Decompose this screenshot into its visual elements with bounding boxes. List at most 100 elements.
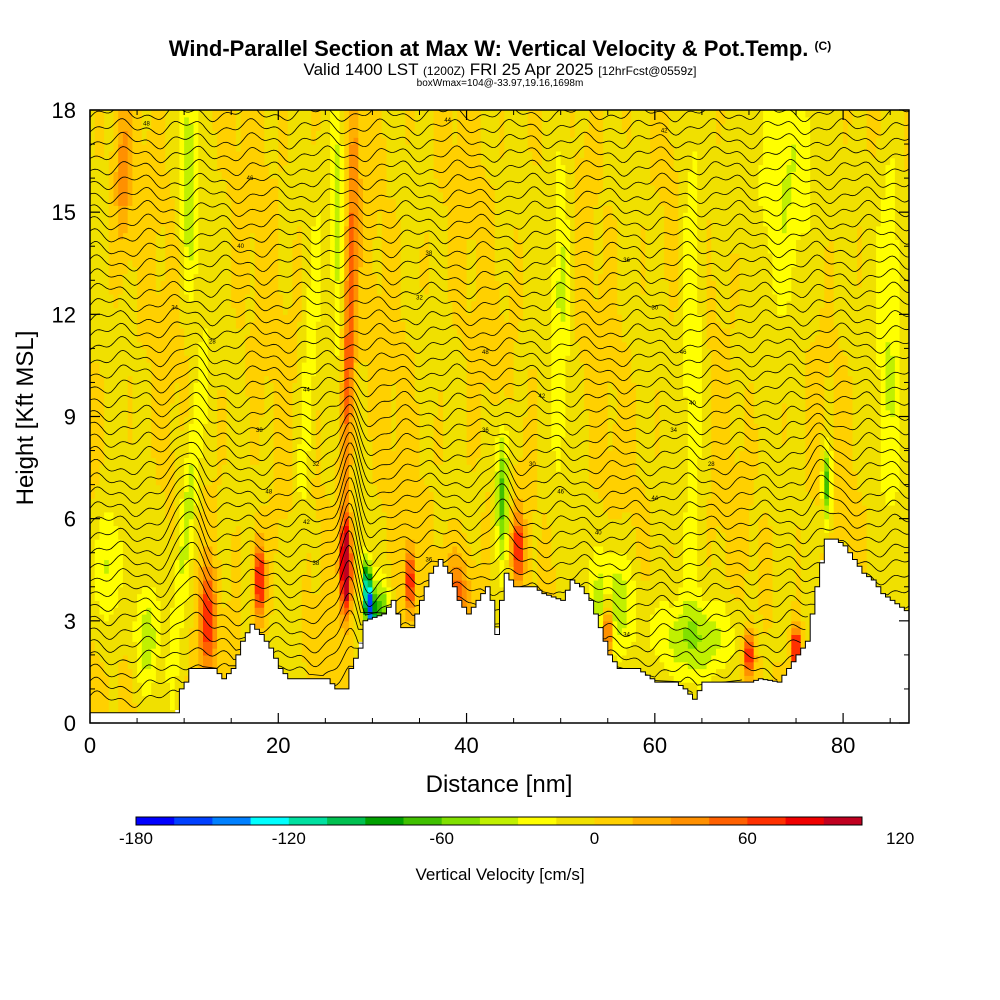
- field-cell: [188, 198, 195, 206]
- field-cell: [297, 396, 303, 404]
- field-cell: [339, 491, 345, 499]
- field-cell: [137, 600, 143, 608]
- field-cell: [141, 416, 148, 424]
- field-cell: [165, 280, 171, 288]
- field-cell: [151, 246, 157, 254]
- field-cell: [278, 443, 284, 452]
- field-cell: [188, 348, 195, 356]
- field-cell: [283, 123, 289, 131]
- field-cell: [174, 430, 180, 438]
- field-cell: [203, 232, 209, 240]
- field-cell: [231, 157, 237, 166]
- field-cell: [264, 600, 270, 608]
- field-cell: [235, 266, 242, 275]
- field-cell: [306, 518, 312, 527]
- field-cell: [122, 375, 129, 383]
- field-cell: [198, 409, 204, 418]
- field-cell: [113, 341, 119, 349]
- field-cell: [212, 116, 218, 125]
- field-cell: [264, 382, 270, 390]
- field-cell: [283, 205, 289, 213]
- field-cell: [90, 573, 96, 581]
- field-cell: [240, 484, 246, 492]
- field-cell: [250, 314, 256, 322]
- field-cell: [127, 566, 133, 574]
- field-cell: [273, 382, 279, 390]
- field-cell: [160, 511, 166, 520]
- field-cell: [301, 232, 308, 240]
- field-cell: [250, 559, 256, 567]
- field-cell: [118, 443, 124, 452]
- field-cell: [268, 253, 275, 261]
- field-cell: [353, 198, 359, 206]
- field-cell: [217, 334, 223, 343]
- field-cell: [273, 328, 279, 336]
- field-cell: [141, 539, 148, 547]
- field-cell: [203, 314, 209, 322]
- field-cell: [231, 443, 237, 452]
- field-cell: [151, 321, 157, 329]
- field-cell: [217, 498, 223, 506]
- field-cell: [353, 212, 359, 220]
- field-cell: [301, 144, 308, 152]
- field-cell: [268, 620, 275, 629]
- field-cell: [212, 273, 218, 281]
- field-cell: [94, 593, 100, 601]
- field-cell: [268, 341, 275, 349]
- field-cell: [287, 436, 293, 445]
- field-cell: [283, 654, 289, 663]
- field-cell: [226, 137, 232, 145]
- field-cell: [137, 668, 143, 676]
- field-cell: [264, 627, 270, 635]
- field-cell: [306, 232, 312, 240]
- field-cell: [193, 511, 199, 520]
- field-cell: [113, 219, 119, 227]
- field-cell: [250, 280, 256, 288]
- field-cell: [113, 273, 119, 281]
- field-cell: [348, 321, 355, 329]
- field-cell: [113, 688, 119, 697]
- field-cell: [283, 545, 289, 554]
- field-cell: [151, 375, 157, 383]
- field-cell: [212, 205, 218, 213]
- field-cell: [348, 362, 355, 370]
- field-cell: [155, 573, 162, 581]
- field-cell: [240, 505, 246, 513]
- field-cell: [118, 232, 124, 240]
- field-cell: [160, 457, 166, 465]
- field-cell: [99, 688, 105, 697]
- field-cell: [99, 675, 105, 683]
- field-cell: [141, 695, 148, 704]
- field-cell: [278, 518, 284, 527]
- field-cell: [348, 532, 355, 540]
- field-cell: [358, 382, 364, 390]
- field-cell: [122, 389, 129, 397]
- field-cell: [146, 661, 152, 670]
- field-cell: [108, 580, 115, 588]
- field-cell: [165, 545, 171, 554]
- field-cell: [137, 620, 143, 629]
- field-cell: [334, 375, 341, 383]
- field-cell: [122, 505, 129, 513]
- field-cell: [90, 123, 96, 131]
- field-cell: [339, 253, 345, 261]
- field-cell: [122, 396, 129, 404]
- field-cell: [245, 532, 251, 540]
- field-cell: [226, 341, 232, 349]
- field-cell: [174, 130, 180, 138]
- field-cell: [320, 164, 326, 172]
- field-cell: [259, 552, 265, 561]
- field-cell: [179, 110, 185, 118]
- field-cell: [212, 559, 218, 567]
- field-cell: [217, 532, 223, 540]
- field-cell: [184, 191, 190, 200]
- field-cell: [306, 593, 312, 601]
- field-cell: [344, 600, 350, 608]
- field-cell: [188, 477, 195, 486]
- field-cell: [245, 477, 251, 486]
- field-cell: [306, 648, 312, 656]
- field-cell: [358, 436, 364, 445]
- field-cell: [132, 477, 138, 486]
- field-cell: [184, 443, 190, 452]
- field-cell: [226, 287, 232, 295]
